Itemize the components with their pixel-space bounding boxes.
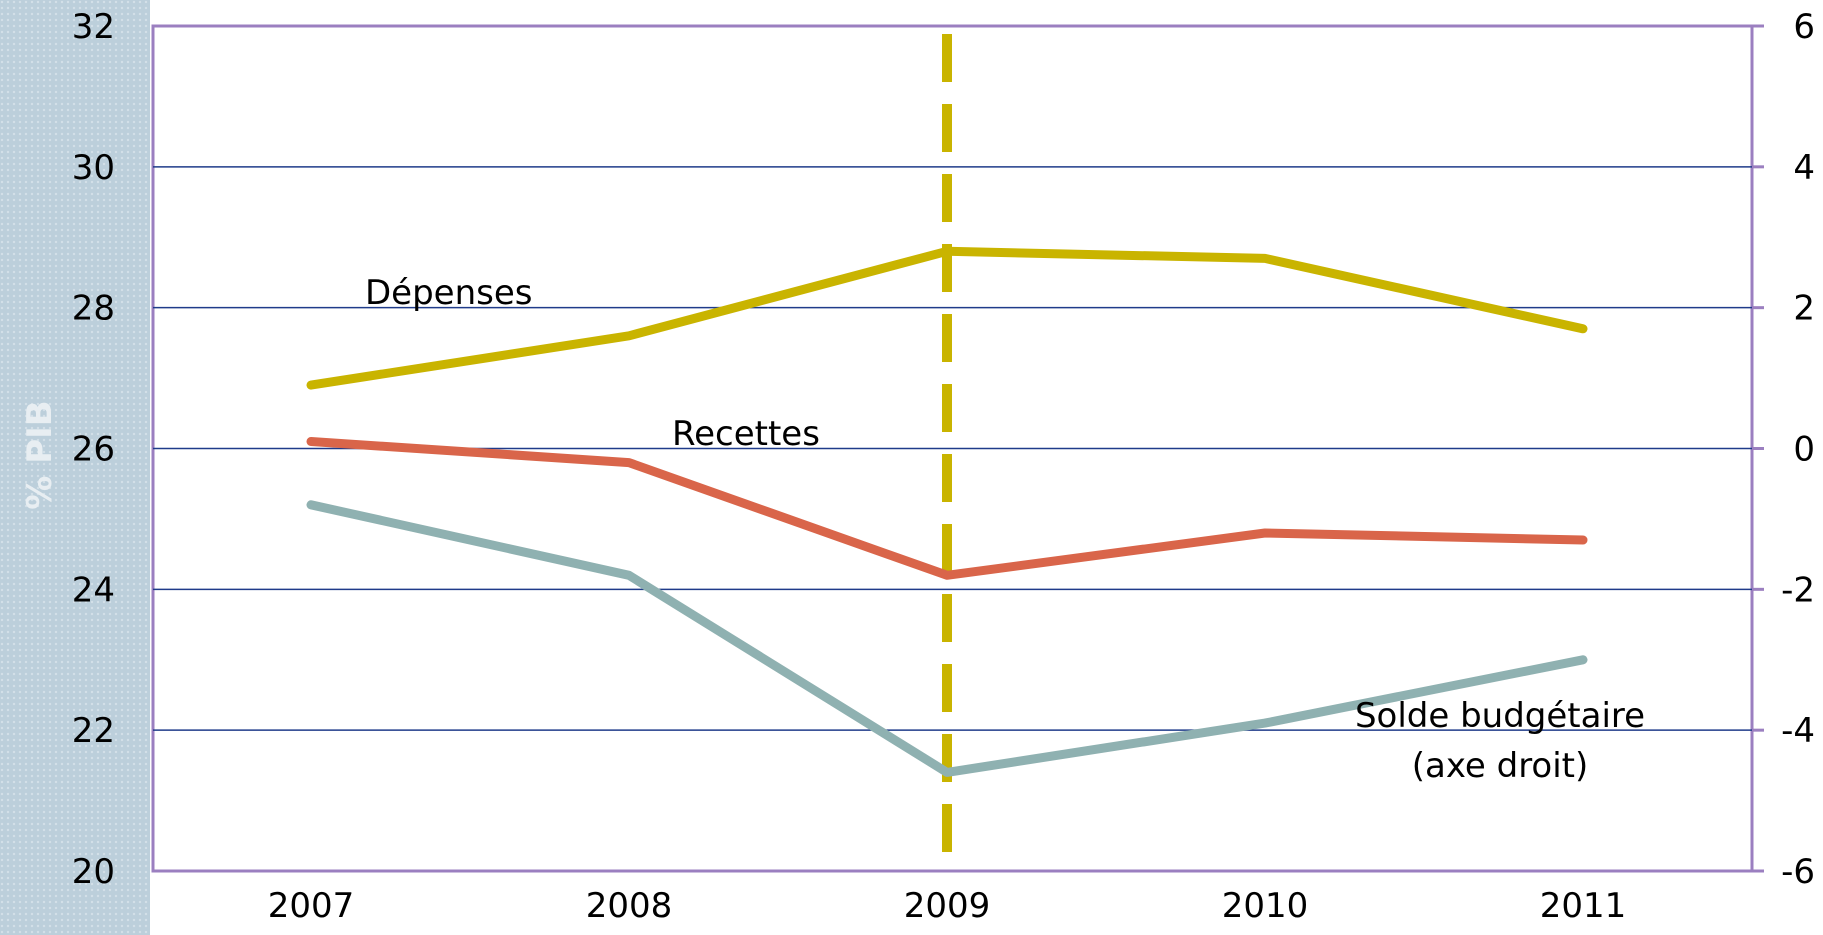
x-tick-label: 2011	[1540, 886, 1627, 926]
y-left-tick-label: 20	[72, 852, 115, 892]
y-right-tick-label: -4	[1781, 711, 1815, 751]
annotation-solde-line2: (axe droit)	[1412, 746, 1589, 786]
y-right-tick-label: -2	[1781, 570, 1815, 610]
annotation-solde-line1: Solde budgétaire	[1355, 696, 1645, 736]
y-right-tick-label: 2	[1793, 289, 1815, 329]
side-decoration-strip	[0, 0, 150, 935]
y-right-tick-label: -6	[1781, 852, 1815, 892]
y-left-tick-label: 32	[72, 7, 115, 47]
x-tick-label: 2008	[586, 886, 673, 926]
x-tick-label: 2007	[268, 886, 355, 926]
annotation-recettes: Recettes	[672, 414, 820, 454]
y-right-tick-label: 6	[1793, 7, 1815, 47]
y-left-tick-label: 28	[72, 289, 115, 329]
y-right-tick-label: 0	[1793, 430, 1815, 470]
y-left-tick-label: 30	[72, 148, 115, 188]
y-left-tick-label: 22	[72, 711, 115, 751]
annotation-depenses: Dépenses	[365, 273, 533, 313]
y-left-tick-label: 24	[72, 570, 115, 610]
y-right-tick-label: 4	[1793, 148, 1815, 188]
x-tick-label: 2009	[904, 886, 991, 926]
y-left-tick-label: 26	[72, 430, 115, 470]
x-tick-label: 2010	[1222, 886, 1309, 926]
